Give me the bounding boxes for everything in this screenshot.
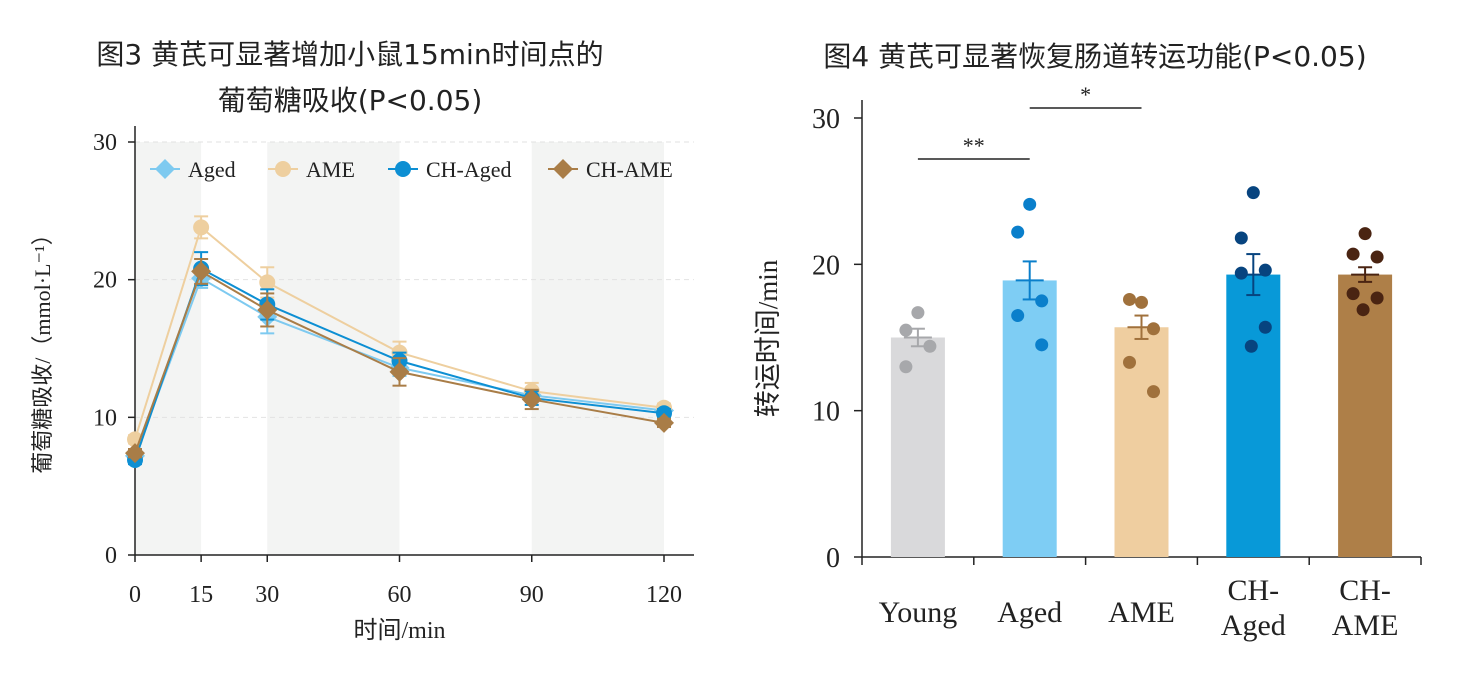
legend-label: AME: [306, 157, 355, 182]
data-point: [1035, 338, 1049, 352]
data-point: [1123, 292, 1136, 306]
data-point: [1370, 291, 1384, 305]
legend-marker: [275, 161, 291, 177]
data-point: [1234, 266, 1248, 280]
y-tick-label: 10: [812, 397, 840, 428]
data-point: [923, 339, 937, 353]
bar: [1114, 327, 1169, 557]
legend-marker: [395, 161, 411, 177]
data-point: [1147, 385, 1160, 399]
data-point: [1147, 322, 1160, 336]
y-tick-label: 10: [93, 405, 117, 431]
data-point: [899, 323, 913, 337]
chart4-title: 图4 黄芪可显著恢复肠道转运功能(P<0.05): [823, 40, 1367, 73]
data-point: [125, 443, 145, 464]
data-point: [1234, 231, 1248, 245]
series-line: [134, 276, 665, 457]
shaded-band: [135, 142, 202, 555]
y-tick-label: 0: [105, 543, 117, 569]
legend-marker: [155, 159, 175, 179]
data-point: [899, 360, 913, 374]
data-point: [1135, 295, 1148, 309]
series-ch-ame: [125, 258, 674, 464]
chart3-line-chart: 0 10 20 30 0 15 30 60 90 120 时间/min 葡萄糖吸收/（mmol·L⁻¹…: [30, 126, 694, 644]
data-point: [1358, 227, 1372, 241]
data-point: [1370, 250, 1384, 264]
y-tick-label: 20: [93, 268, 117, 294]
category-label: Aged: [1221, 609, 1286, 642]
category-label: CH-: [1339, 574, 1391, 607]
legend-label: CH-Aged: [426, 157, 512, 182]
significance-label: **: [963, 133, 985, 158]
data-point: [1258, 320, 1272, 334]
x-tick-label: 30: [255, 582, 279, 608]
data-point: [1346, 287, 1360, 301]
series-line: [134, 269, 665, 454]
bar-group-aged: [1002, 197, 1057, 557]
data-point: [654, 412, 674, 433]
x-tick-label: 0: [129, 582, 141, 608]
legend-item-aged: Aged: [150, 157, 236, 182]
data-point: [193, 219, 210, 236]
bar: [1226, 274, 1281, 557]
y-axis-label: 葡萄糖吸收/（mmol·L⁻¹）: [30, 223, 55, 473]
bar: [1002, 280, 1057, 557]
data-point: [1035, 294, 1049, 308]
data-point: [1023, 197, 1037, 211]
data-point: [1246, 186, 1260, 200]
data-point: [1258, 263, 1272, 277]
legend-item-ch-aged: CH-Aged: [388, 157, 512, 182]
data-point: [1346, 247, 1360, 261]
y-tick-label: 30: [93, 130, 117, 156]
legend-label: CH-AME: [586, 157, 673, 182]
legend-item-ame: AME: [268, 157, 355, 182]
x-tick-label: 60: [388, 582, 412, 608]
data-point: [911, 306, 925, 320]
data-point: [389, 361, 410, 382]
shaded-band: [531, 142, 664, 555]
bar: [890, 337, 945, 557]
data-point: [1244, 339, 1258, 353]
y-axis-label: 转运时间/min: [753, 259, 783, 417]
y-tick-label: 20: [812, 250, 840, 281]
category-label: CH-: [1227, 574, 1279, 607]
legend-marker: [553, 159, 573, 179]
bar-group-ch-ame: [1338, 227, 1393, 557]
legend-item-ch-ame: CH-AME: [548, 157, 673, 182]
y-tick-label: 0: [826, 543, 840, 574]
category-label: AME: [1332, 609, 1399, 642]
x-axis-label: 时间/min: [353, 617, 445, 644]
data-point: [1011, 309, 1025, 323]
bar-group-ch-aged: [1226, 186, 1281, 557]
data-point: [191, 261, 212, 282]
x-tick-label: 120: [646, 582, 682, 608]
category-label: Aged: [997, 596, 1062, 629]
data-point: [257, 299, 278, 320]
legend-label: Aged: [188, 157, 236, 182]
shaded-band: [267, 142, 400, 555]
data-point: [521, 389, 542, 410]
x-tick-label: 15: [189, 582, 213, 608]
chart3-title: 图3 黄芪可显著增加小鼠15min时间点的: [96, 38, 604, 71]
data-point: [1123, 355, 1136, 369]
bar: [1338, 274, 1393, 557]
category-label: AME: [1108, 596, 1175, 629]
series-line: [134, 225, 665, 440]
bar-group-ame: [1114, 292, 1169, 557]
data-point: [1011, 225, 1025, 239]
significance-label: *: [1080, 82, 1091, 107]
y-tick-label: 30: [812, 104, 840, 135]
x-tick-label: 90: [520, 582, 544, 608]
data-point: [1356, 303, 1370, 317]
category-label: Young: [879, 596, 958, 629]
chart3-subtitle: 葡萄糖吸收(P<0.05): [217, 84, 483, 117]
bar-group-young: [890, 306, 945, 557]
data-point: [259, 274, 276, 291]
